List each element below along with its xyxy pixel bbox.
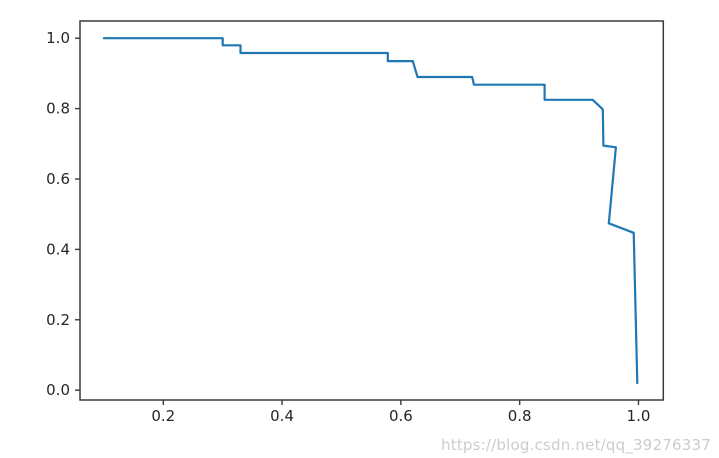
y-tick-label: 1.0	[46, 29, 70, 47]
axis-tick-labels: 0.2 0.4 0.6 0.8 1.0 0.0 0.2 0.4 0.6 0.8 1.0	[46, 29, 650, 425]
y-tick-label: 0.0	[46, 381, 70, 399]
x-tick-label: 0.8	[508, 407, 532, 425]
y-tick-label: 0.2	[46, 311, 70, 329]
x-tick-label: 0.4	[270, 407, 294, 425]
x-tick-label: 1.0	[627, 407, 651, 425]
y-tick-label: 0.4	[46, 240, 70, 258]
watermark-text: https://blog.csdn.net/qq_39276337	[441, 436, 711, 454]
x-tick-label: 0.2	[151, 407, 175, 425]
y-tick-label: 0.8	[46, 100, 70, 118]
axis-ticks	[75, 37, 640, 405]
pr-curve-line	[102, 37, 639, 385]
x-tick-label: 0.6	[389, 407, 413, 425]
axes-frame	[79, 20, 665, 401]
y-tick-label: 0.6	[46, 170, 70, 188]
